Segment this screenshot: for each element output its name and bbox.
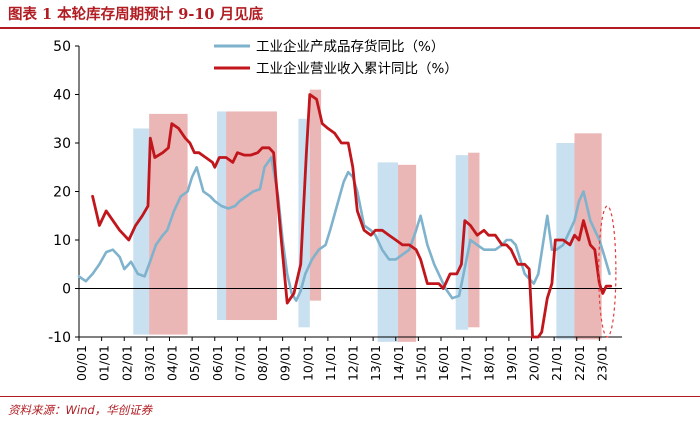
x-tick-label: 10/01 [300,345,315,381]
x-tick-label: 19/01 [504,345,519,381]
x-tick-label: 11/01 [323,345,338,381]
x-tick-label: 02/01 [119,345,134,381]
highlight-ellipse-layer [598,205,617,338]
cycle-band-red-7 [398,164,417,342]
x-tick-label: 18/01 [481,345,496,381]
x-tick-label: 14/01 [391,345,406,381]
source-note: 资料来源：Wind，华创证券 [8,403,153,417]
x-tick-label: 00/01 [74,345,89,381]
y-tick-labels: -10 0 10 20 30 40 50 [48,39,71,346]
x-tick-label: 17/01 [459,345,474,381]
x-tick-label: 20/01 [527,345,542,381]
y-tick-label: 40 [53,88,71,104]
x-tick-label: 06/01 [210,345,225,381]
x-tick-label: 12/01 [346,345,361,381]
x-tick-label: 03/01 [142,345,157,381]
cycle-band-blue-0 [133,128,150,335]
cycle-band-red-3 [226,111,277,321]
cycle-band-blue-2 [217,111,227,321]
x-tick-label: 04/01 [165,345,180,381]
x-tick-label: 15/01 [413,345,428,381]
x-tick-label: 16/01 [436,345,451,381]
x-tick-label: 13/01 [368,345,383,381]
source-rule [0,396,700,397]
legend-label-inventory: 工业企业产成品存货同比（%） [256,38,444,55]
title-rule [0,27,700,29]
y-tick-label: -10 [48,330,71,346]
x-tick-label: 08/01 [255,345,270,381]
x-tick-label: 21/01 [549,345,564,381]
x-tick-label: 05/01 [187,345,202,381]
y-tick-label: 10 [53,233,71,249]
y-tick-label: 0 [62,282,71,298]
y-tick-label: 50 [53,39,71,55]
x-tick-label: 09/01 [278,345,293,381]
revenue-series-line [91,93,613,339]
y-tick-label: 30 [53,136,71,152]
x-tick-label: 07/01 [232,345,247,381]
x-tick-label: 23/01 [594,345,609,381]
x-tick-label: 01/01 [97,345,112,381]
cycle-band-red-5 [309,89,322,301]
x-tick-label: 22/01 [572,345,587,381]
cycle-band-red-9 [468,152,480,328]
y-tick-label: 20 [53,185,71,201]
legend: 工业企业产成品存货同比（%） 工业企业营业收入累计同比（%） [214,38,458,77]
figure-title: 图表 1 本轮库存周期预计 9-10 月见底 [8,6,264,23]
x-tick-labels: 00/01 01/01 02/01 03/01 04/01 05/01 06/01 07/01… [74,345,609,381]
cycle-band-blue-6 [377,162,399,342]
series-lines [77,93,613,339]
highlight-ellipse [598,205,617,338]
legend-label-revenue: 工业企业营业收入累计同比（%） [256,60,458,77]
chart-area: -10 0 10 20 30 40 50 00/01 01/01 02/01 03/01 04/01… [48,38,622,381]
